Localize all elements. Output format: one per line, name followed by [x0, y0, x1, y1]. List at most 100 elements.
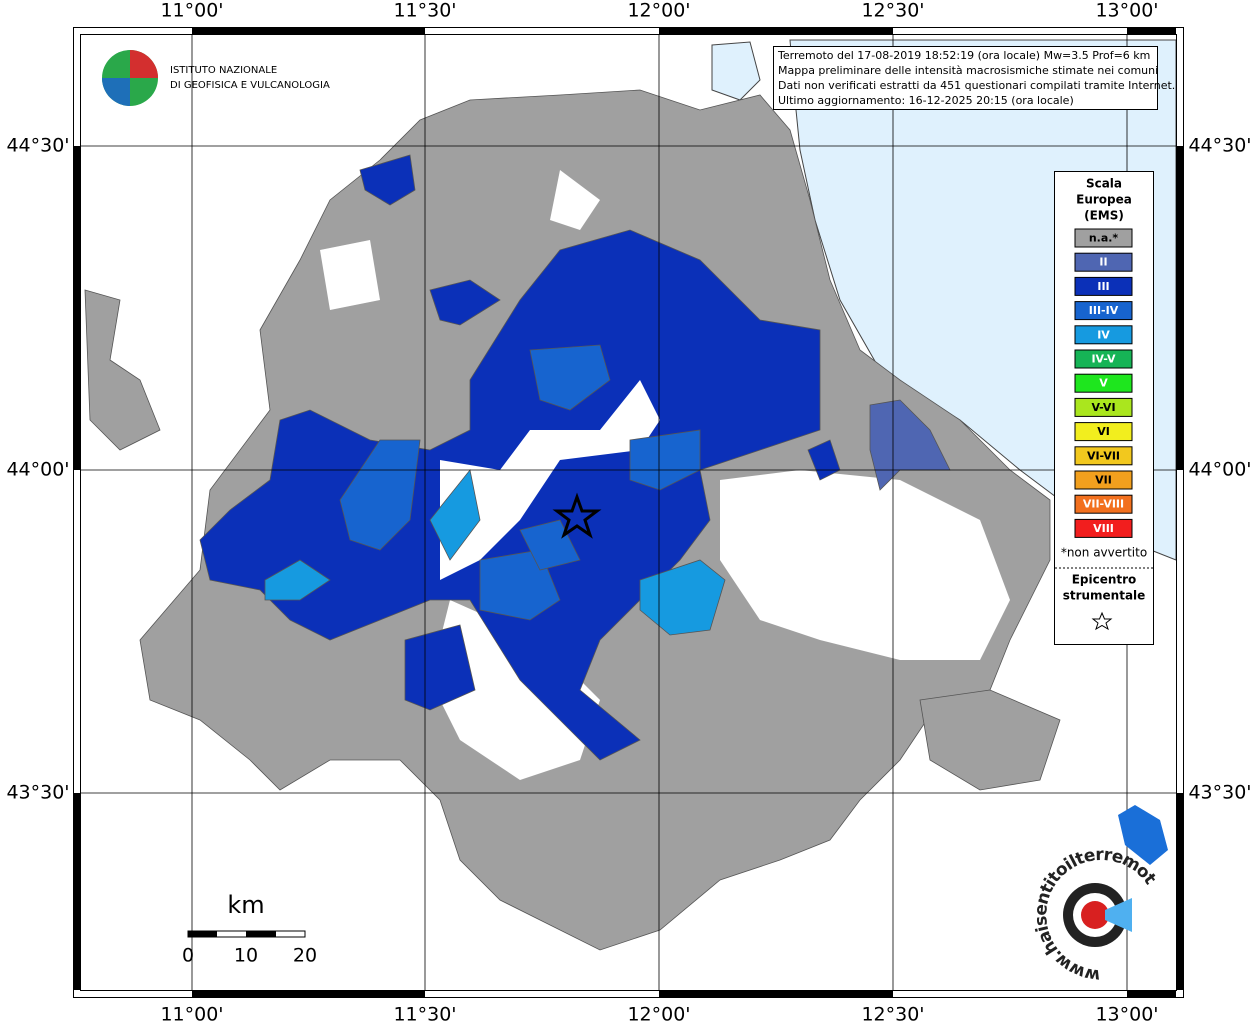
scale-unit: km	[227, 891, 264, 919]
logo-beam	[1105, 898, 1132, 932]
region-iv	[429, 469, 481, 561]
frame-segment	[659, 990, 893, 997]
legend-label: VII-VIII	[1083, 498, 1124, 511]
frame-segment	[1176, 34, 1183, 146]
legend-label: VI-VII	[1087, 449, 1120, 462]
info-line: Terremoto del 17-08-2019 18:52:19 (ora l…	[777, 49, 1150, 62]
region-white	[440, 380, 660, 580]
lon-label: 12°30'	[861, 0, 924, 22]
frame-segment	[192, 27, 425, 34]
region-iii	[429, 279, 501, 326]
frame-segment	[425, 990, 659, 997]
frame-segment	[425, 27, 659, 34]
lon-label: 11°30'	[393, 1004, 456, 1025]
legend-label: IV	[1097, 328, 1110, 341]
frame-segment	[659, 27, 893, 34]
frame-segment	[73, 470, 80, 793]
legend-swatch	[1074, 349, 1133, 369]
legend-swatch	[1074, 228, 1133, 248]
frame-segment	[80, 990, 192, 997]
frame-segment	[73, 793, 80, 990]
legend-swatch	[1074, 397, 1133, 417]
logo-ring	[1081, 901, 1109, 929]
legend-label: III	[1097, 280, 1109, 293]
frame-segment	[192, 990, 425, 997]
region-white	[720, 470, 1010, 660]
region-white	[550, 170, 600, 230]
frame-segment	[1176, 793, 1183, 990]
info-line: Mappa preliminare delle intensità macros…	[778, 64, 1158, 77]
scale-label: 0	[182, 945, 194, 967]
legend-title: Scala	[1086, 177, 1122, 191]
region-iii-iv	[629, 429, 701, 491]
region-iii	[404, 624, 476, 711]
legend-label: IV-V	[1091, 353, 1116, 366]
lat-label: 43°30'	[1188, 782, 1251, 804]
lon-label: 11°00'	[160, 0, 223, 22]
info-text: Terremoto del 17-08-2019 18:52:19 (ora l…	[777, 49, 1175, 107]
region-iii-iv	[529, 344, 611, 411]
frame-segment	[1127, 990, 1176, 997]
legend-swatch	[1074, 301, 1133, 321]
legend-swatch	[1074, 494, 1133, 514]
legend-box	[1054, 171, 1154, 645]
legend-title: Europea	[1076, 193, 1132, 207]
legend-label: VII	[1095, 474, 1112, 487]
info-line: Ultimo aggiornamento: 16-12-2025 20:15 (…	[778, 94, 1074, 107]
legend-note: *non avvertito	[1061, 546, 1147, 560]
region-iv	[264, 559, 331, 601]
region-white	[430, 600, 600, 780]
region-iii	[359, 154, 416, 206]
frame-segment	[1176, 146, 1183, 470]
lagoon	[711, 41, 761, 101]
legend-swatch	[1074, 373, 1133, 393]
legend-swatch	[1074, 518, 1133, 538]
scale-label: 20	[293, 945, 317, 967]
legend-label: V	[1099, 377, 1108, 390]
frame-segment	[893, 990, 1127, 997]
info-line: Dati non verificati estratti da 451 ques…	[778, 79, 1175, 92]
region-iv	[639, 559, 726, 636]
lon-label: 12°00'	[627, 1004, 690, 1025]
legend-swatch	[1074, 422, 1133, 442]
legend-swatch	[1074, 252, 1133, 272]
lat-label: 44°00'	[6, 459, 69, 481]
legend-label: VI	[1097, 425, 1110, 438]
lat-label: 44°00'	[1188, 459, 1251, 481]
info-box	[773, 46, 1158, 110]
graticule: 11°00' 11°00' 11°30' 11°30' 12°00' 12°00' 12°3…	[6, 0, 1251, 1026]
region-na	[84, 289, 161, 451]
legend-epicenter: Epicentro	[1072, 573, 1137, 587]
lat-label: 44°30'	[1188, 135, 1251, 157]
ingv-logo: ISTITUTO NAZIONALE DI GEOFISICA E VULCAN…	[102, 50, 330, 106]
map-inner-frame	[80, 34, 1177, 991]
legend-label: n.a.*	[1089, 232, 1119, 245]
scale-segment	[188, 931, 217, 937]
legend-star	[1091, 611, 1113, 631]
frame-segment	[73, 34, 80, 146]
legend-epicenter: strumentale	[1063, 589, 1146, 603]
lat-label: 44°30'	[6, 135, 69, 157]
frame-segment	[1127, 27, 1176, 34]
institute-line: DI GEOFISICA E VULCANOLOGIA	[170, 80, 330, 91]
legend-label: VIII	[1093, 522, 1114, 535]
legend-swatch	[1074, 325, 1133, 345]
scale-bar: km 0 10 20	[182, 891, 317, 967]
legend-swatch	[1074, 276, 1133, 296]
legend-swatch	[1074, 446, 1133, 466]
lon-label: 11°00'	[160, 1004, 223, 1025]
institute-line: ISTITUTO NAZIONALE	[170, 65, 277, 76]
legend-label: II	[1099, 256, 1107, 269]
legend-label: V-VI	[1091, 401, 1115, 414]
scale-segment	[246, 931, 276, 937]
region-white	[320, 240, 380, 310]
lon-label: 13°00'	[1095, 0, 1158, 22]
legend-label: III-IV	[1089, 304, 1119, 317]
lat-label: 43°30'	[6, 782, 69, 804]
frame-segment	[1176, 470, 1183, 793]
scale-label: 10	[234, 945, 258, 967]
frame-segment	[80, 27, 192, 34]
legend: ScalaEuropea(EMS)n.a.*IIIIIIII-IVIVIV-VV…	[1054, 171, 1154, 645]
region-na	[919, 689, 1061, 791]
